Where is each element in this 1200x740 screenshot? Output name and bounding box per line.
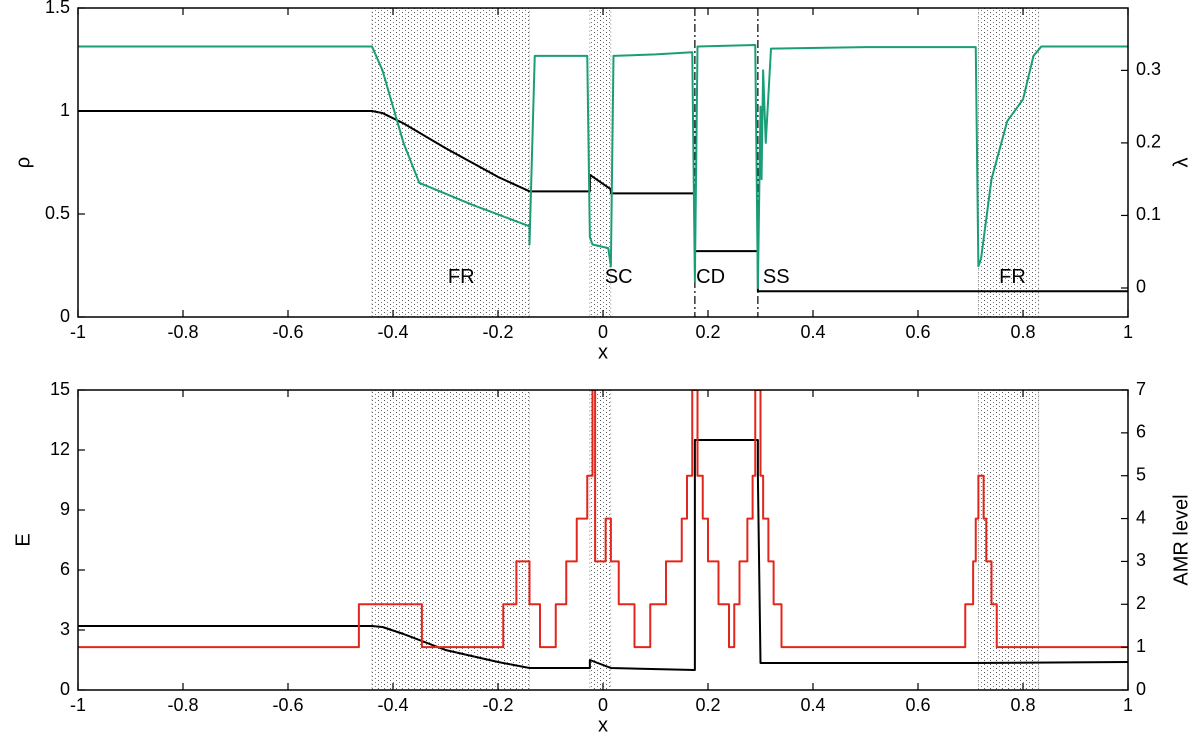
y2-tick-label: 7: [1136, 379, 1146, 399]
shaded-region: [978, 389, 1040, 691]
x-tick-label: -0.6: [272, 322, 303, 342]
y-tick-label: 9: [60, 499, 70, 519]
annotation: FR: [999, 266, 1026, 288]
panel: FR SC CD SS FR -1 -0.8 -0.6 -0.4 -0.2 0 0.2 0.4 0.6 0.…: [12, 0, 1192, 363]
y-axis-label: ρ: [12, 157, 34, 168]
shaded-region: [978, 7, 1040, 318]
annotation: FR: [448, 266, 475, 288]
x-tick-label: 0.8: [1010, 695, 1035, 715]
annotation: SC: [605, 266, 633, 288]
y2-tick-label: 0: [1136, 679, 1146, 699]
y2-tick-label: 0.2: [1136, 132, 1161, 152]
y2-tick-label: 6: [1136, 422, 1146, 442]
plot-area: [78, 390, 1128, 671]
y2-tick-label: 0: [1136, 277, 1146, 297]
x-tick-label: 0: [598, 322, 608, 342]
x-tick-label: 0.4: [800, 695, 825, 715]
x-tick-label: -0.2: [482, 322, 513, 342]
y-tick-label: 15: [50, 379, 70, 399]
x-tick-label: 0.4: [800, 322, 825, 342]
shaded-region: [371, 389, 530, 691]
x-tick-label: 1: [1123, 322, 1133, 342]
x-tick-label: 0.6: [905, 695, 930, 715]
y-tick-label: 0: [60, 306, 70, 326]
y-tick-label: 1.5: [45, 0, 70, 17]
y2-tick-label: 5: [1136, 464, 1146, 484]
x-tick-label: -0.4: [377, 322, 408, 342]
y-tick-label: 3: [60, 619, 70, 639]
y-tick-label: 0: [60, 679, 70, 699]
x-axis-label: x: [598, 714, 608, 736]
x-tick-label: -0.2: [482, 695, 513, 715]
y-axis-label: E: [12, 533, 34, 546]
y-tick-label: 6: [60, 559, 70, 579]
x-tick-label: 0.6: [905, 322, 930, 342]
y2-tick-label: 3: [1136, 550, 1146, 570]
x-tick-label: 0.8: [1010, 322, 1035, 342]
x-tick-label: 0.2: [695, 695, 720, 715]
series-line: [78, 439, 1128, 671]
series-line: [78, 43, 1128, 289]
x-tick-label: -0.8: [167, 322, 198, 342]
x-tick-label: -0.4: [377, 695, 408, 715]
y2-tick-label: 4: [1136, 507, 1146, 527]
x-tick-label: -0.6: [272, 695, 303, 715]
x-tick-label: -1: [70, 695, 86, 715]
y2-tick-label: 2: [1136, 593, 1146, 613]
x-axis-label: x: [598, 341, 608, 363]
shaded-region: [371, 7, 530, 318]
y-tick-label: 1: [60, 100, 70, 120]
y-tick-label: 12: [50, 439, 70, 459]
panel: -1 -0.8 -0.6 -0.4 -0.2 0 0.2 0.4 0.6 0.8 103691215…: [12, 379, 1192, 737]
plot-area: [78, 43, 1128, 293]
y2-axis-label: AMR level: [1170, 494, 1192, 585]
annotation: CD: [696, 266, 725, 288]
x-tick-label: 0: [598, 695, 608, 715]
series-line: [78, 390, 1128, 649]
y2-tick-label: 0.1: [1136, 204, 1161, 224]
x-tick-label: 1: [1123, 695, 1133, 715]
y2-tick-label: 0.3: [1136, 59, 1161, 79]
x-tick-label: -0.8: [167, 695, 198, 715]
y2-tick-label: 1: [1136, 636, 1146, 656]
annotation: SS: [763, 266, 790, 288]
y2-axis-label: λ: [1170, 158, 1192, 168]
x-tick-label: -1: [70, 322, 86, 342]
y-tick-label: 0.5: [45, 203, 70, 223]
x-tick-label: 0.2: [695, 322, 720, 342]
